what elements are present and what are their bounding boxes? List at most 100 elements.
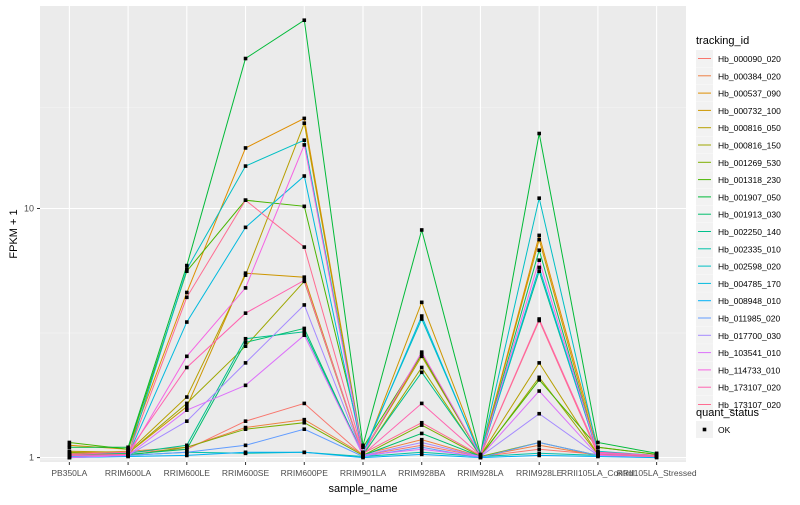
- legend-item-label: Hb_002598_020: [718, 262, 781, 272]
- x-tick-label: RRIM600PE: [281, 468, 329, 478]
- data-point: [185, 443, 189, 448]
- data-point: [185, 395, 189, 399]
- data-point: [243, 198, 248, 202]
- data-point: [185, 408, 189, 412]
- data-point: [302, 204, 307, 209]
- data-point: [67, 445, 72, 450]
- data-point: [419, 300, 424, 305]
- data-point: [126, 447, 130, 452]
- data-point: [243, 286, 248, 290]
- data-point: [302, 333, 307, 337]
- data-point: [302, 401, 307, 406]
- data-point: [361, 451, 365, 456]
- legend-item-label: Hb_114733_010: [718, 365, 781, 375]
- x-axis-title: sample_name: [328, 483, 397, 495]
- data-point: [302, 329, 307, 334]
- data-point: [185, 320, 189, 324]
- y-tick-label: 10: [24, 203, 34, 213]
- data-point: [419, 440, 424, 445]
- data-point: [302, 18, 307, 23]
- data-point: [537, 237, 541, 242]
- data-point: [537, 440, 541, 445]
- legend-item-label: Hb_008948_010: [718, 296, 781, 306]
- x-tick-label: RRIM600LE: [164, 468, 211, 478]
- data-point: [185, 453, 189, 458]
- data-point: [361, 445, 365, 450]
- data-point: [185, 447, 189, 452]
- data-point: [185, 365, 189, 370]
- data-point: [126, 445, 130, 450]
- square-marker-icon: [702, 427, 707, 432]
- data-point: [243, 361, 248, 365]
- legend-item-label: Hb_173107_020: [718, 383, 781, 393]
- data-point: [596, 445, 600, 450]
- data-point: [243, 419, 248, 423]
- data-point: [537, 389, 541, 393]
- data-point: [419, 370, 424, 375]
- y-tick-label: 1: [29, 453, 34, 463]
- data-point: [537, 258, 541, 263]
- x-tick-label: RRIM600SE: [222, 468, 270, 478]
- data-point: [126, 450, 130, 455]
- legend-item-label: Hb_017700_030: [718, 331, 781, 341]
- data-point: [419, 447, 424, 452]
- data-point: [302, 116, 307, 121]
- data-point: [302, 278, 307, 283]
- data-point: [537, 443, 541, 448]
- y-axis-title: FPKM + 1: [8, 209, 20, 258]
- data-point: [654, 451, 659, 456]
- x-tick-label: PB350LA: [51, 468, 87, 478]
- data-point: [243, 271, 248, 275]
- data-point: [537, 447, 541, 452]
- data-point: [419, 423, 424, 427]
- data-point: [596, 450, 600, 455]
- data-point: [419, 352, 424, 357]
- legend-item-label: Hb_002250_140: [718, 227, 781, 237]
- data-point: [243, 146, 248, 150]
- data-point: [419, 445, 424, 450]
- data-point: [419, 437, 424, 442]
- legend-item-label: Hb_000537_090: [718, 89, 781, 99]
- data-point: [537, 361, 541, 365]
- data-point: [419, 443, 424, 448]
- data-point: [419, 452, 424, 457]
- data-point: [302, 143, 307, 147]
- legend-item-label: Hb_001907_050: [718, 192, 781, 202]
- data-point: [185, 269, 189, 274]
- data-point: [302, 427, 307, 432]
- data-point: [67, 455, 72, 460]
- data-point: [419, 317, 424, 321]
- data-point: [537, 131, 541, 136]
- data-point: [596, 452, 600, 457]
- data-point: [419, 431, 424, 436]
- data-point: [67, 443, 72, 448]
- legend-item-label: Hb_001269_530: [718, 158, 781, 168]
- data-point: [185, 295, 189, 300]
- data-point: [243, 427, 248, 432]
- data-point: [537, 248, 541, 253]
- data-point: [537, 411, 541, 416]
- data-point: [302, 245, 307, 249]
- legend-item-label: Hb_001318_230: [718, 175, 781, 185]
- data-point: [67, 440, 72, 445]
- data-point: [419, 354, 424, 359]
- data-point: [419, 420, 424, 425]
- data-point: [596, 440, 600, 445]
- legend-title: tracking_id: [696, 35, 749, 47]
- data-point: [243, 340, 248, 345]
- shape-legend-label: OK: [718, 425, 731, 435]
- x-tick-label: RRIM928LE: [516, 468, 563, 478]
- legend-item-label: Hb_000816_050: [718, 123, 781, 133]
- legend-item-label: Hb_000384_020: [718, 71, 781, 81]
- data-point: [537, 378, 541, 382]
- data-point: [243, 225, 248, 230]
- x-tick-label: RRII105LA_Control: [561, 468, 635, 478]
- data-point: [302, 121, 307, 125]
- data-point: [185, 401, 189, 406]
- data-point: [419, 450, 424, 455]
- data-point: [185, 263, 189, 268]
- data-point: [419, 350, 424, 354]
- data-point: [654, 454, 659, 459]
